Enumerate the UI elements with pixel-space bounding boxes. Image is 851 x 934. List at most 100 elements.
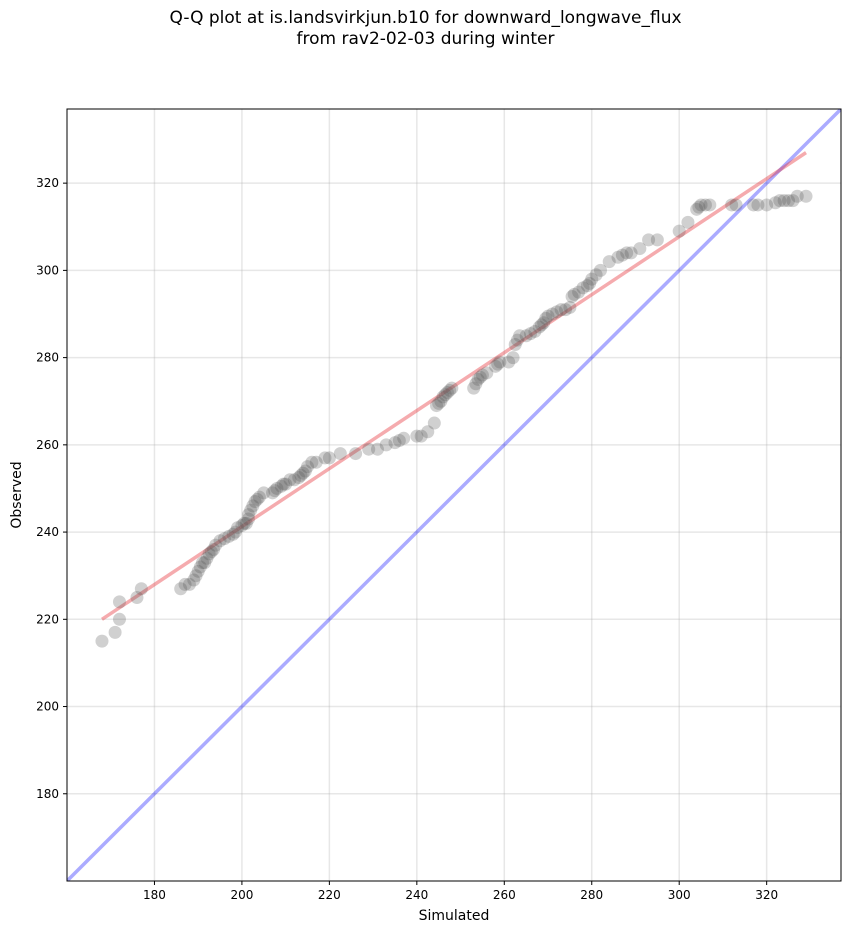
qq-point — [397, 431, 411, 445]
qq-point — [301, 460, 315, 474]
qq-point — [545, 307, 559, 321]
qq-point — [296, 466, 310, 480]
qq-point — [513, 329, 527, 343]
qq-point — [563, 300, 577, 314]
qq-point — [305, 455, 319, 469]
qq-point — [583, 276, 597, 290]
y-tick-label: 260 — [36, 438, 59, 452]
qq-point — [237, 516, 251, 530]
qq-point — [611, 250, 625, 264]
qq-point — [196, 556, 210, 570]
qq-point — [751, 198, 765, 212]
qq-point — [491, 357, 505, 371]
qq-point — [252, 490, 266, 504]
qq-point — [725, 198, 739, 212]
qq-point — [239, 516, 253, 530]
qq-point — [174, 582, 188, 596]
qq-point — [469, 377, 483, 391]
qq-point — [193, 560, 207, 574]
qq-point — [430, 399, 444, 413]
qq-point — [615, 248, 629, 262]
qq-point — [112, 612, 126, 626]
qq-point — [112, 595, 126, 609]
qq-point — [349, 447, 363, 461]
qq-point — [235, 519, 249, 533]
qq-point — [231, 521, 245, 535]
qq-point — [443, 383, 457, 397]
y-tick-label: 200 — [36, 700, 59, 714]
qq-point — [187, 573, 201, 587]
qq-point — [786, 194, 800, 208]
x-tick-label: 200 — [230, 888, 253, 902]
x-tick-label: 220 — [318, 888, 341, 902]
qq-point — [782, 194, 796, 208]
qq-point — [432, 396, 446, 410]
qq-point — [747, 198, 761, 212]
qq-point — [246, 499, 260, 513]
qq-point — [565, 290, 579, 304]
qq-point — [602, 255, 616, 269]
qq-point — [692, 200, 706, 214]
plot-marks — [67, 109, 841, 881]
qq-point — [790, 189, 804, 203]
qq-point — [624, 246, 638, 260]
qq-point — [178, 577, 192, 591]
qq-point — [241, 508, 255, 522]
qq-point — [506, 351, 520, 365]
qq-point — [198, 556, 212, 570]
y-tick-label: 280 — [36, 351, 59, 365]
qq-point — [502, 355, 516, 369]
chart-title-line-2: from rav2-02-03 during winter — [296, 29, 555, 49]
qq-point — [445, 381, 459, 395]
qq-point — [440, 386, 454, 400]
qq-point — [593, 263, 607, 277]
qq-point — [633, 242, 647, 256]
qq-point — [585, 272, 599, 286]
qq-point — [250, 492, 264, 506]
qq-point — [539, 311, 553, 325]
qq-point — [760, 198, 774, 212]
qq-point — [681, 215, 695, 229]
y-axis-label: Observed — [9, 461, 25, 528]
qq-point — [554, 303, 568, 317]
qq-point — [414, 429, 428, 443]
qq-point — [532, 320, 546, 334]
qq-point — [370, 442, 384, 456]
qq-point — [283, 473, 297, 487]
chart-title-line-1: Q-Q plot at is.landsvirkjun.b10 for down… — [169, 8, 682, 28]
y-tick-label: 220 — [36, 612, 59, 626]
qq-point — [244, 503, 258, 517]
qq-point — [480, 366, 494, 380]
plot-frame — [66, 108, 842, 882]
qq-point — [274, 479, 288, 493]
qq-point — [257, 486, 271, 500]
qq-point — [292, 471, 306, 485]
qq-point — [270, 481, 284, 495]
qq-point — [508, 338, 522, 352]
qq-point — [434, 394, 448, 408]
qq-point — [388, 436, 402, 450]
ticks: 180 200 220 240 260 280 300 320 180 200 220 240 260 2… — [36, 176, 778, 902]
qq-point — [559, 303, 573, 317]
qq-point — [773, 194, 787, 208]
qq-point — [510, 333, 524, 347]
qq-point — [298, 464, 312, 478]
qq-point — [228, 525, 242, 539]
qq-point — [493, 355, 507, 369]
qq-point — [698, 198, 712, 212]
qq-point — [266, 486, 280, 500]
qq-point — [322, 451, 336, 465]
qq-point — [620, 246, 634, 260]
qq-point — [287, 473, 301, 487]
qq-point — [650, 233, 664, 247]
qq-point — [200, 551, 214, 565]
qq-point — [213, 534, 227, 548]
qq-point — [703, 198, 717, 212]
qq-point — [690, 202, 704, 216]
qq-point — [642, 233, 656, 247]
qq-point — [550, 305, 564, 319]
qq-point — [318, 451, 332, 465]
qq-point — [537, 316, 551, 330]
qq-point — [95, 634, 109, 648]
qq-point — [572, 285, 586, 299]
